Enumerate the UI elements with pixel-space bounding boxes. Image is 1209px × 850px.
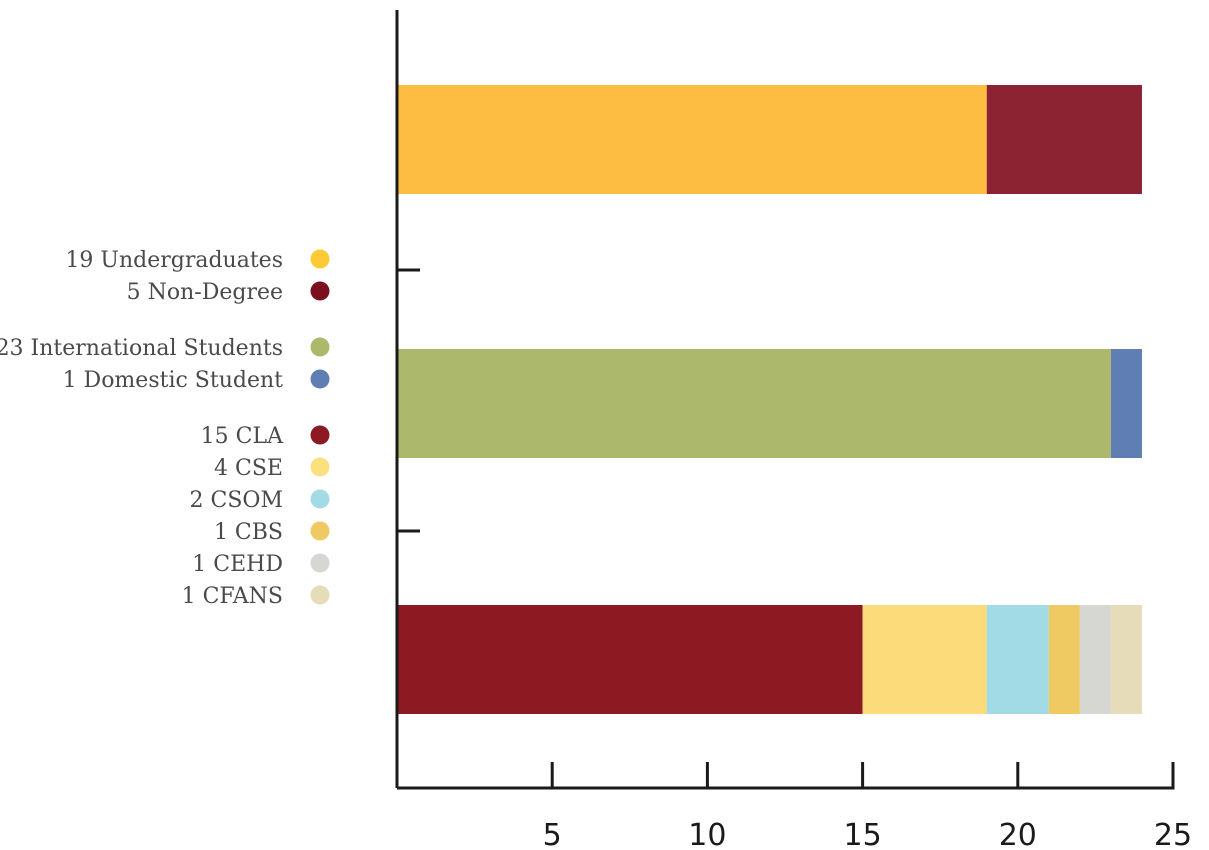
bar-segment-international-students [397,349,1111,458]
legend-label: 23 International Students [0,336,283,361]
legend-dot-icon [310,425,330,445]
legend-label: 1 CBS [214,520,283,545]
legend-dot-icon [310,457,330,477]
legend-label: 1 Domestic Student [63,368,284,393]
legend-layer: 19 Undergraduates 5 Non-Degree 23 Internat… [0,248,330,609]
bar-segment-non-degree [986,85,1142,194]
legend-label: 5 Non-Degree [127,280,283,305]
bar-segment-cse [862,605,987,714]
legend-dot-icon [310,281,330,301]
bar-segment-cbs [1048,605,1080,714]
legend-dot-icon [310,585,330,605]
legend-label: 2 CSOM [190,488,283,513]
legend-label: 1 CEHD [192,552,283,577]
legend-dot-icon [310,489,330,509]
legend-label: 4 CSE [214,456,283,481]
bar-segment-undergraduates [397,85,987,194]
legend-dot-icon [310,249,330,269]
legend-dot-icon [310,369,330,389]
bar-segment-domestic-student [1110,349,1142,458]
bars-layer [397,85,1142,714]
axes-layer: 5 10 15 20 25 [395,10,1192,850]
bar-segment-cfans [1110,605,1142,714]
legend-label: 15 CLA [201,424,284,449]
legend-dot-icon [310,337,330,357]
bar-segment-cla [397,605,863,714]
x-tick-label: 15 [844,818,882,846]
legend-dot-icon [310,521,330,541]
legend-label: 19 Undergraduates [65,248,283,273]
legend-dot-icon [310,553,330,573]
bar-segment-cehd [1079,605,1111,714]
bar-segment-csom [986,605,1049,714]
x-tick-label: 20 [999,818,1037,846]
x-tick-label: 10 [688,818,726,846]
legend-label: 1 CFANS [182,584,283,609]
x-tick-label: 25 [1154,818,1192,846]
x-tick-label: 5 [543,818,562,846]
